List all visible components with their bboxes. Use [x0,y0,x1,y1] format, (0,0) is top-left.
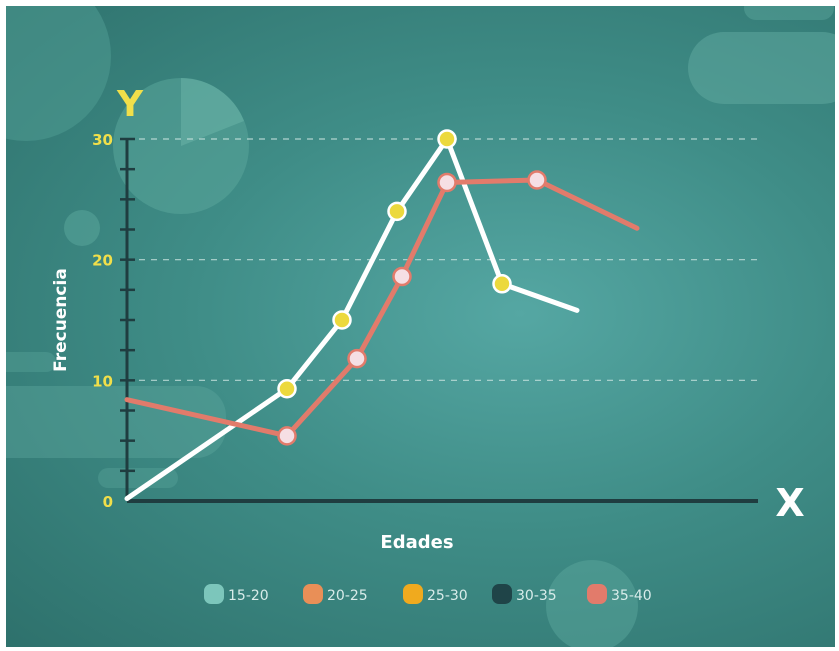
series-1-point [387,201,407,222]
y-tick-labels: 0 10 20 30 [92,131,113,511]
series-layer [124,129,640,502]
legend-swatch [492,584,512,604]
series-1-point [332,310,352,330]
x-axis-letter: X [775,481,804,525]
decor-pie-slice [181,78,244,146]
decor-pill-left [6,386,226,458]
legend-label: 30-35 [516,588,557,604]
decor-circle-left [6,6,111,141]
legend-label: 20-25 [327,588,368,604]
series-2-point [437,172,457,193]
series-2-point [527,170,547,190]
background-decorations [6,6,835,647]
legend-label: 15-20 [228,588,269,604]
y-tick-label: 0 [103,493,113,511]
decor-pill-corner [744,6,834,20]
decor-circle-small [64,210,100,246]
axes [120,137,758,503]
legend-swatch [403,584,423,604]
line-chart: 0 10 20 30 Y X Frecuencia Edades 15-20 20-25… [6,6,835,647]
decor-pill-top-right [688,32,835,104]
series-2-point [347,348,367,369]
series-2-point [392,266,412,287]
series-1-point [277,379,297,399]
y-axis-letter: Y [116,84,144,125]
legend: 15-20 20-25 25-30 30-35 35-40 [204,584,652,604]
legend-swatch [587,584,607,604]
y-tick-label: 10 [92,372,113,390]
series-2-point [277,426,297,446]
y-axis-minor-ticks [120,137,135,473]
chart-stage: 0 10 20 30 Y X Frecuencia Edades 15-20 20-25… [6,6,835,647]
series-1-point [437,129,457,149]
y-tick-label: 20 [92,252,113,270]
legend-label: 35-40 [611,588,652,604]
legend-swatch [303,584,323,604]
decor-pill-small-left [6,352,56,372]
legend-label: 25-30 [427,588,468,604]
legend-swatch [204,584,224,604]
y-tick-label: 30 [92,131,113,149]
decor-pill-small [98,468,178,488]
series-1-point [492,274,512,294]
y-axis-label: Frecuencia [51,268,71,372]
x-axis-label: Edades [380,532,453,553]
